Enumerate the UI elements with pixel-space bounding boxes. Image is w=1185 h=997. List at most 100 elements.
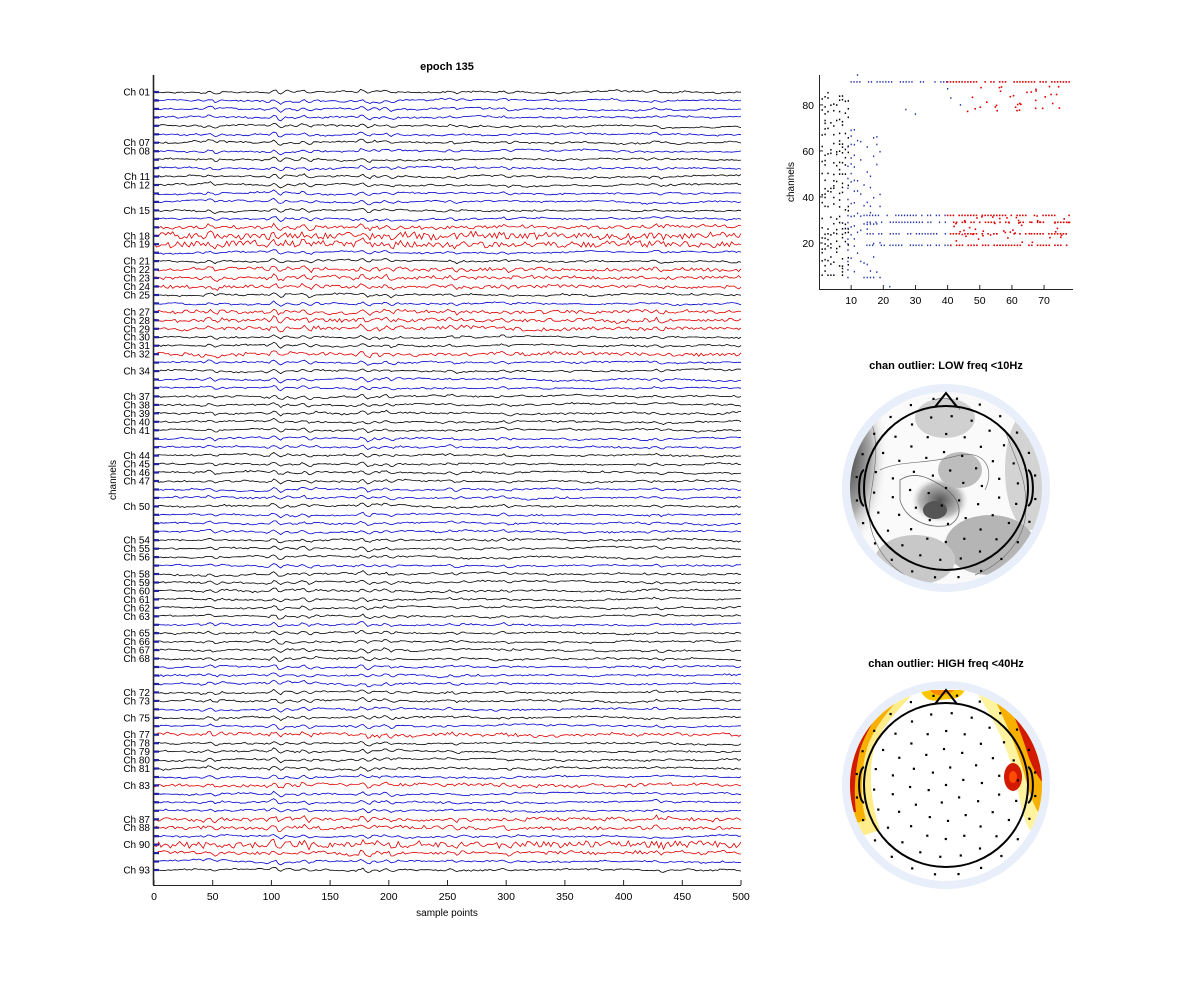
scatter-point [853, 215, 855, 217]
scatter-point [1004, 214, 1007, 217]
electrode-marker [912, 470, 915, 473]
electrode-marker [977, 503, 980, 506]
scatter-point [873, 256, 875, 258]
scatter-point [850, 163, 852, 165]
scatter-point [981, 244, 984, 247]
scatter-point [919, 81, 922, 83]
electrode-marker [958, 499, 961, 502]
scatter-point [821, 217, 823, 220]
scatter-point [850, 226, 852, 228]
scatter-point [850, 135, 852, 137]
scatter-point [824, 122, 826, 125]
electrode-marker [944, 540, 947, 544]
scatter-point [1024, 214, 1027, 217]
topo-low-freq-title: chan outlier: LOW freq <10Hz [869, 360, 1023, 372]
scatter-point [847, 256, 849, 259]
electrode-marker [940, 504, 943, 507]
scatter-point [1027, 81, 1030, 83]
scatter-point [853, 179, 855, 182]
scatter-point [844, 156, 847, 159]
scatter-point [976, 244, 978, 247]
scatter-point [1013, 81, 1015, 83]
scatter-point [847, 198, 849, 201]
scatter-point [959, 230, 961, 233]
scatter-point [841, 152, 844, 154]
eeg-trace-ch-25 [153, 292, 742, 299]
scatter-point [1005, 244, 1007, 247]
scatter-point [847, 151, 849, 154]
scatter-point [1057, 244, 1059, 247]
channel-label: Ch 11 [124, 172, 150, 183]
scatter-point [922, 81, 925, 83]
electrode-marker [861, 453, 864, 456]
scatter-point [981, 216, 983, 218]
topo-low-right-ear [1027, 469, 1034, 507]
electrode-marker [998, 477, 1001, 480]
scatter-point [1018, 109, 1021, 111]
scatter-point [824, 193, 826, 195]
electrode-marker [980, 484, 983, 488]
electrode-marker [1012, 759, 1015, 762]
channel-label: Ch 60 [123, 586, 150, 597]
eeg-trace-ch-10 [153, 164, 742, 172]
scatter-point [856, 139, 859, 142]
scatter-point [929, 244, 932, 247]
scatter-point [1054, 222, 1056, 224]
eeg-trace-ch-81 [153, 765, 742, 772]
scatter-point [1022, 221, 1024, 224]
electrode-marker [1000, 854, 1003, 858]
electrode-marker [978, 700, 981, 703]
scatter-point [853, 190, 855, 192]
scatter-point [838, 215, 841, 218]
scatter-point [987, 214, 989, 217]
scatter-point [875, 221, 877, 224]
electrode-marker [898, 756, 901, 759]
scatter-point [853, 154, 855, 157]
electrode-marker [975, 764, 978, 767]
scatter-point [1057, 86, 1060, 88]
topo-low-left-ear [858, 469, 865, 507]
scatter-point [1005, 221, 1007, 224]
electrode-marker [890, 558, 893, 561]
scatter-point [1035, 90, 1037, 92]
scatter-point [1019, 81, 1021, 83]
electrode-marker [891, 477, 894, 480]
scatter-point [961, 214, 963, 217]
scatter-point [911, 81, 913, 83]
scatter-point [827, 127, 829, 130]
scatter-point [847, 100, 849, 102]
scatter-point [869, 244, 871, 247]
scatter-point [998, 81, 1001, 83]
eeg-trace-ch-24 [153, 282, 742, 291]
scatter-point [821, 251, 823, 254]
scatter-point [973, 244, 975, 247]
scatter-point [971, 96, 974, 99]
scatter-point [1017, 219, 1020, 222]
topo-high-freq-title: chan outlier: HIGH freq <40Hz [868, 658, 1024, 670]
scatter-point [827, 274, 829, 276]
scatter-point [830, 263, 832, 265]
scatter-point [882, 81, 884, 83]
scatter-point [1060, 221, 1062, 224]
eeg-trace-ch-2 [153, 97, 742, 105]
scatter-point [869, 221, 871, 224]
scatter-point [915, 244, 917, 247]
scatter-point [836, 232, 838, 235]
topo-low-freq-panel: chan outlier: LOW freq <10Hz [842, 360, 1050, 592]
electrode-marker [877, 511, 880, 514]
scatter-point [1010, 214, 1013, 217]
channel-label: Ch 15 [123, 206, 150, 217]
eeg-trace-ch-32 [153, 350, 742, 359]
electrode-marker [945, 729, 948, 733]
scatter-point [914, 113, 917, 115]
scatter-point [824, 164, 826, 166]
scatter-point [863, 223, 865, 225]
scatter-point [847, 187, 849, 190]
scatter-point [838, 199, 841, 201]
eeg-trace-ch-68 [153, 655, 742, 662]
scatter-point [1045, 81, 1047, 83]
scatter-point [1014, 232, 1016, 234]
scatter-point [824, 243, 826, 245]
scatter-point [841, 95, 844, 97]
